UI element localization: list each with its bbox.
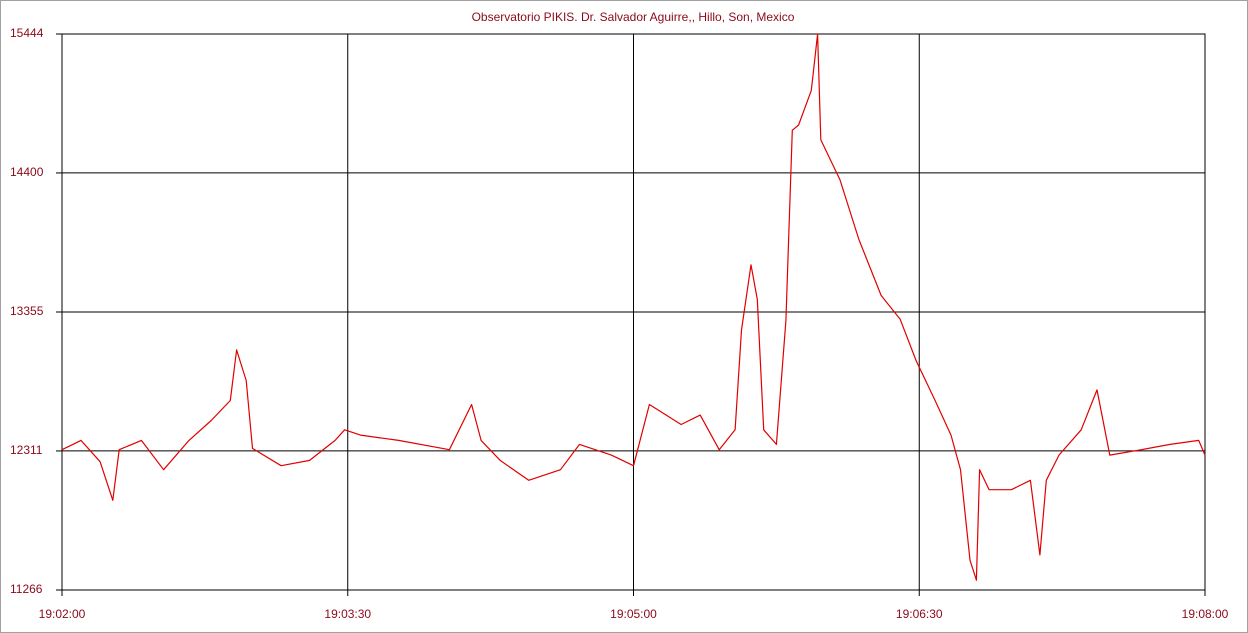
y-tick-label: 14400 [10,165,44,179]
x-tick-label: 19:03:30 [324,607,371,621]
x-tick-label: 19:05:00 [610,607,657,621]
y-tick-label: 15444 [10,26,44,40]
y-tick-label: 11266 [10,582,43,596]
data-line [61,33,1206,581]
y-tick-label: 13355 [10,304,44,318]
x-tick-label: 19:06:30 [896,607,943,621]
y-tick-label: 12311 [10,443,43,457]
chart-title: Observatorio PIKIS. Dr. Salvador Aguirre… [472,10,795,24]
x-tick-label: 19:08:00 [1182,607,1229,621]
x-tick-label: 19:02:00 [39,607,86,621]
